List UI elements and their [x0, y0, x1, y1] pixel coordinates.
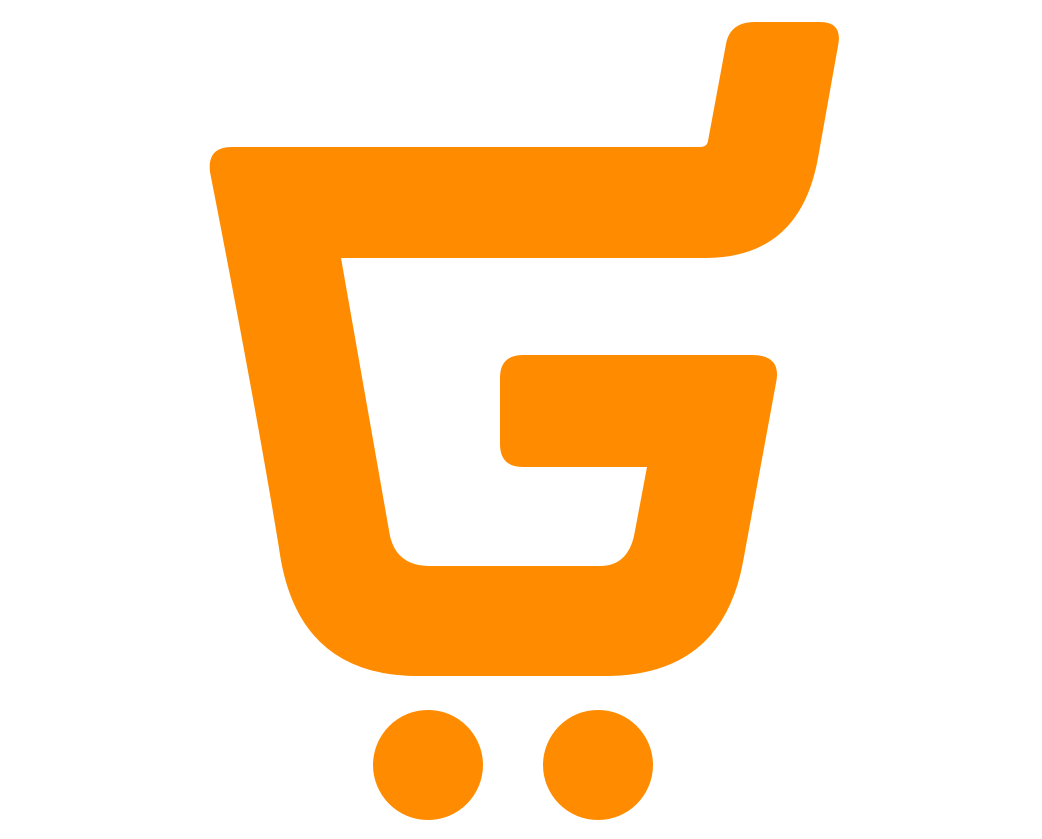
cart-body-shape [209, 22, 839, 676]
right-wheel-shape [543, 710, 653, 820]
left-wheel-shape [373, 710, 483, 820]
